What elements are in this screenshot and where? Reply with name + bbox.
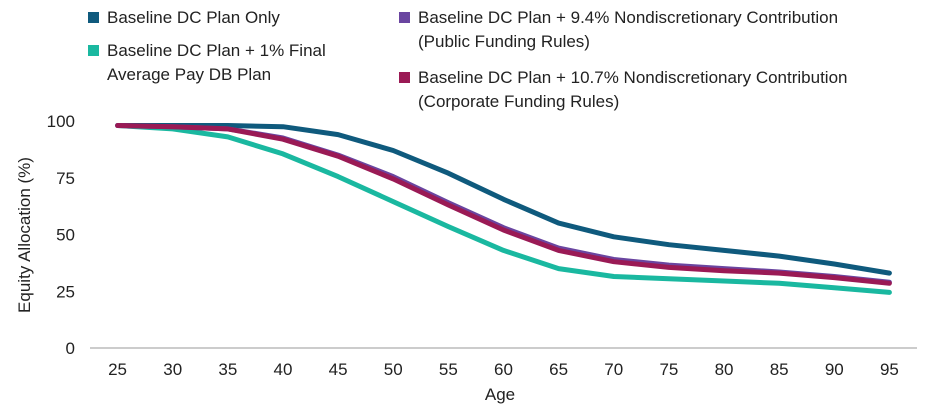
- legend-swatch: [88, 12, 99, 23]
- y-tick-label: 50: [56, 226, 75, 245]
- x-tick-label: 40: [274, 360, 293, 379]
- legend-item-public-funding: Baseline DC Plan + 9.4% Nondiscretionary…: [399, 6, 838, 54]
- legend-item-baseline-dc: Baseline DC Plan Only: [88, 6, 280, 30]
- x-tick-label: 65: [549, 360, 568, 379]
- legend-swatch: [399, 12, 410, 23]
- x-tick-label: 85: [770, 360, 789, 379]
- y-tick-label: 0: [66, 339, 75, 358]
- x-tick-label: 80: [715, 360, 734, 379]
- series-line-3: [115, 123, 892, 286]
- x-tick-label: 25: [108, 360, 127, 379]
- x-tick-label: 95: [880, 360, 899, 379]
- x-tick-label: 50: [384, 360, 403, 379]
- series-line-1: [115, 123, 892, 295]
- legend-item-db-plan: Baseline DC Plan + 1% Final Average Pay …: [88, 39, 326, 87]
- y-tick-label: 25: [56, 282, 75, 301]
- plot-area: 0 25 50 75 100 25 30 35 40 45 50 55 60 65 70 75 80 85 90 95: [47, 112, 917, 379]
- series-line-0: [115, 123, 892, 276]
- legend-label: Baseline DC Plan + 1% Final Average Pay …: [107, 41, 326, 84]
- legend-label: Baseline DC Plan + 9.4% Nondiscretionary…: [418, 8, 839, 51]
- x-tick-label: 60: [494, 360, 513, 379]
- legend-item-corporate-funding: Baseline DC Plan + 10.7% Nondiscretionar…: [399, 66, 847, 114]
- x-tick-label: 75: [659, 360, 678, 379]
- x-tick-label: 45: [329, 360, 348, 379]
- x-tick-label: 55: [439, 360, 458, 379]
- legend-label: Baseline DC Plan + 10.7% Nondiscretionar…: [418, 68, 848, 111]
- legend-swatch: [399, 72, 410, 83]
- legend: Baseline DC Plan Only Baseline DC Plan +…: [0, 0, 943, 118]
- y-tick-label: 75: [56, 169, 75, 188]
- legend-swatch: [88, 45, 99, 56]
- legend-label: Baseline DC Plan Only: [107, 8, 280, 27]
- x-tick-label: 70: [604, 360, 623, 379]
- x-axis-label: Age: [485, 385, 515, 404]
- y-tick-label: 100: [47, 112, 75, 131]
- x-tick-label: 90: [825, 360, 844, 379]
- y-axis-label: Equity Allocation (%): [15, 157, 34, 313]
- series-line-2: [115, 123, 892, 285]
- x-tick-label: 30: [163, 360, 182, 379]
- x-tick-label: 35: [218, 360, 237, 379]
